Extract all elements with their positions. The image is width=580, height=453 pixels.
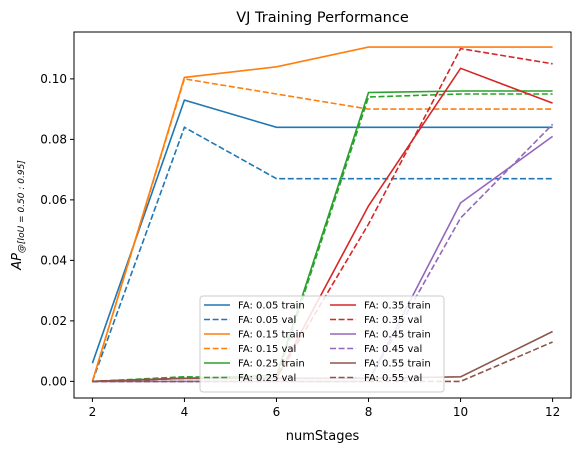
legend-label: FA: 0.25 train xyxy=(238,359,305,370)
series-line xyxy=(92,47,553,383)
plot-lines xyxy=(91,46,554,383)
legend-label: FA: 0.15 val xyxy=(238,344,296,355)
x-tick-label: 12 xyxy=(545,405,560,419)
legend-label: FA: 0.45 train xyxy=(364,330,431,341)
legend-label: FA: 0.15 train xyxy=(238,330,305,341)
legend-label: FA: 0.45 val xyxy=(364,344,422,355)
x-tick-label: 10 xyxy=(453,405,468,419)
y-axis-label-subscript: @[IoU = 0.50 : 0.95] xyxy=(17,160,27,253)
legend-label: FA: 0.55 train xyxy=(364,359,431,370)
legend-label: FA: 0.35 train xyxy=(364,301,431,312)
y-tick-label: 0.04 xyxy=(40,253,67,267)
y-tick-label: 0.10 xyxy=(40,72,67,86)
x-tick-label: 2 xyxy=(89,405,97,419)
y-axis-label-main: AP xyxy=(10,253,25,271)
legend-label: FA: 0.05 val xyxy=(238,315,296,326)
y-axis-label: AP@[IoU = 0.50 : 0.95] xyxy=(10,160,27,271)
series-line xyxy=(91,126,553,382)
series-line xyxy=(91,46,553,382)
x-tick-label: 6 xyxy=(273,405,281,419)
legend-box xyxy=(199,295,445,393)
x-axis-label: numStages xyxy=(286,429,360,444)
legend-label: FA: 0.05 train xyxy=(238,301,305,312)
x-tick-label: 8 xyxy=(365,405,373,419)
x-axis: 2 4 6 8 10 12 xyxy=(89,398,560,419)
legend: FA: 0.05 train FA: 0.05 val FA: 0.15 train… xyxy=(199,295,445,393)
legend-label: FA: 0.55 val xyxy=(364,373,422,384)
series-line xyxy=(92,123,554,383)
series-line xyxy=(91,77,553,382)
y-tick-label: 0.08 xyxy=(40,132,67,146)
y-tick-label: 0.00 xyxy=(40,374,67,388)
series-line xyxy=(91,99,553,364)
legend-label: FA: 0.25 val xyxy=(238,373,296,384)
y-tick-label: 0.06 xyxy=(40,193,67,207)
x-tick-label: 4 xyxy=(181,405,189,419)
y-axis: 0.00 0.02 0.04 0.06 0.08 0.10 xyxy=(40,72,74,388)
y-tick-label: 0.02 xyxy=(40,314,67,328)
legend-label: FA: 0.35 val xyxy=(364,315,422,326)
plot-frame xyxy=(73,31,572,399)
series-line xyxy=(92,93,553,383)
chart-title: VJ Training Performance xyxy=(236,10,409,26)
